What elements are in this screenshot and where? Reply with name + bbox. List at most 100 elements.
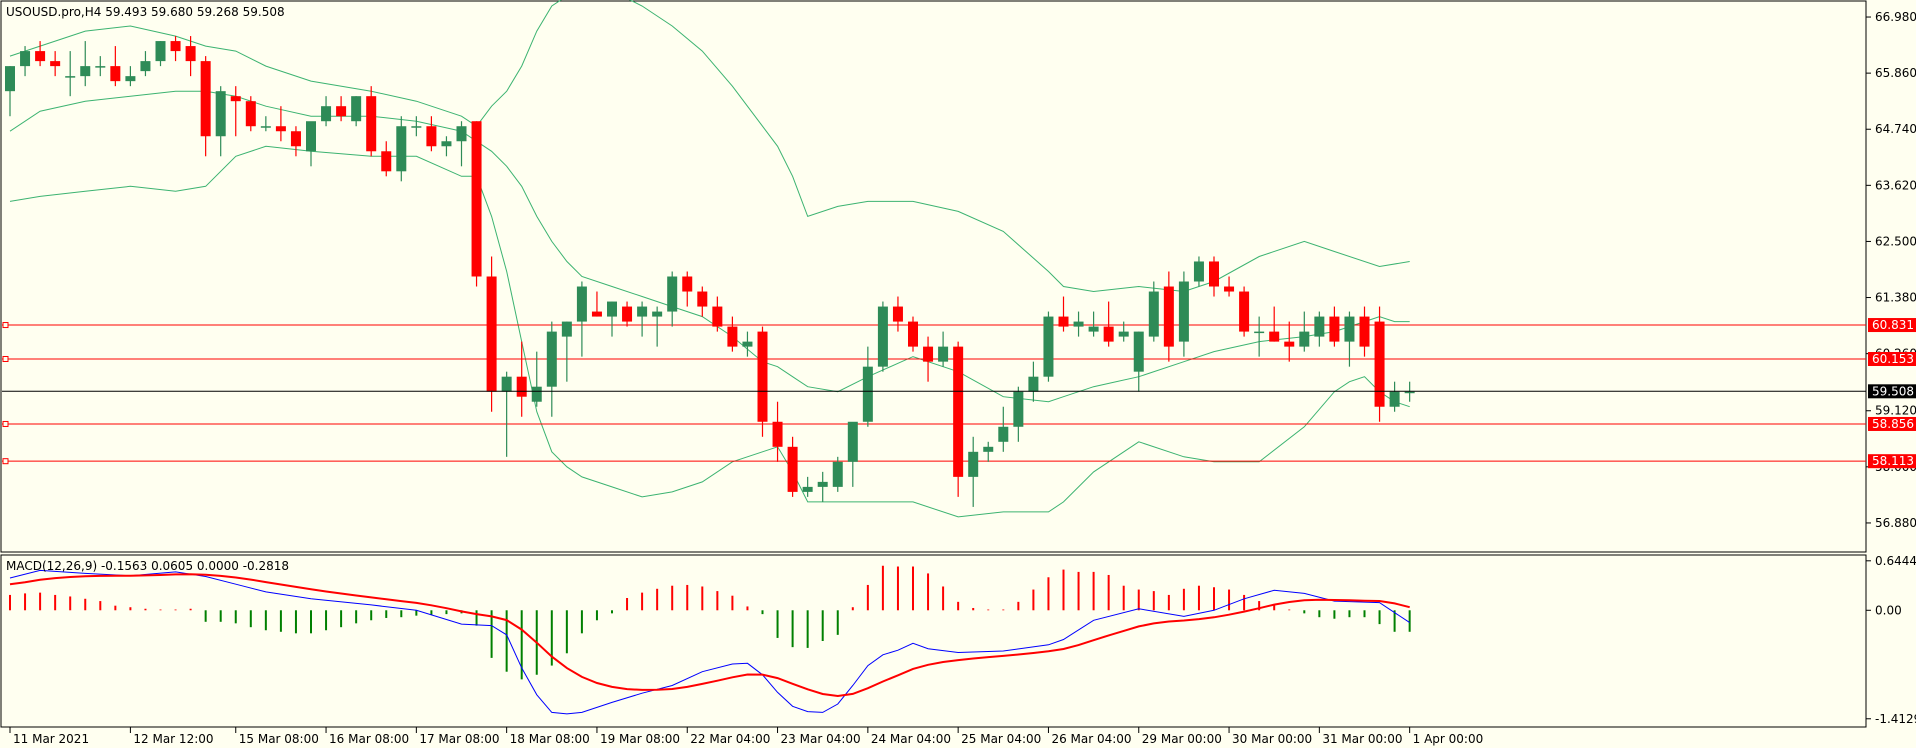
- time-tick-label: 12 Mar 12:00: [133, 732, 213, 746]
- candle-body: [938, 346, 949, 362]
- bull-candle: [1133, 331, 1144, 392]
- level-label-box: [1868, 318, 1916, 333]
- bollinger-upper-line: [9, 0, 1410, 293]
- candle-body: [637, 306, 648, 317]
- bear-candle: [336, 96, 347, 122]
- bear-candle: [908, 316, 918, 352]
- candle-body: [5, 66, 15, 92]
- bear-candle: [757, 326, 768, 437]
- candle-body: [170, 41, 181, 52]
- macd-panel-frame: [0, 554, 1867, 728]
- macd-tick-label: 0.00: [1875, 603, 1902, 617]
- current-price-box: [1868, 384, 1916, 399]
- bull-candle: [607, 301, 617, 337]
- bull-candle: [456, 121, 467, 167]
- bull-candle: [546, 321, 557, 417]
- candle-body: [471, 121, 482, 277]
- candle-body: [757, 331, 768, 422]
- candle-body: [1043, 316, 1054, 377]
- macd-tick-label: 0.6444: [1875, 554, 1916, 568]
- bull-candle: [1314, 311, 1325, 347]
- level-label-box: [1868, 454, 1916, 469]
- bull-candle: [877, 301, 888, 372]
- bull-candle: [862, 346, 873, 427]
- price-tick-label: 61.380: [1875, 291, 1916, 305]
- horizontal-levels[interactable]: 60.831 60.153 58.856 58.113: [2, 318, 1916, 469]
- candle-body: [275, 126, 286, 132]
- bull-candle: [576, 281, 587, 357]
- candle-body: [245, 101, 256, 127]
- bull-candle: [1118, 321, 1129, 342]
- candle-body: [1359, 316, 1370, 347]
- level-anchor[interactable]: [2, 322, 9, 329]
- candle-body: [1374, 321, 1385, 407]
- candle-body: [892, 306, 903, 322]
- bear-candle: [486, 256, 497, 412]
- candle-body: [998, 426, 1009, 442]
- candle-body: [336, 106, 347, 117]
- bull-candle: [802, 476, 813, 497]
- bear-candle: [697, 286, 708, 317]
- candles: [5, 36, 1415, 507]
- candle-body: [1254, 331, 1265, 334]
- candle-body: [215, 91, 226, 137]
- candle-body: [230, 96, 241, 102]
- candle-body: [862, 366, 873, 422]
- level-label: 60.831: [1872, 318, 1914, 332]
- macd-tick-label: -1.4129: [1875, 712, 1916, 726]
- bull-candle: [1178, 271, 1189, 357]
- price-tick-label: 63.620: [1875, 178, 1916, 192]
- level-label: 58.113: [1872, 454, 1914, 468]
- candle-body: [1269, 331, 1280, 342]
- candle-body: [95, 66, 106, 68]
- bull-candle: [1193, 256, 1204, 287]
- candle-body: [1404, 391, 1415, 394]
- candle-body: [1088, 326, 1099, 332]
- candle-body: [1103, 326, 1114, 342]
- candle-body: [260, 126, 271, 128]
- symbol-header: USOUSD.pro,H4 59.493 59.680 59.268 59.50…: [6, 5, 285, 19]
- candle-body: [546, 331, 557, 387]
- bull-candle: [351, 96, 362, 127]
- candle-body: [1239, 291, 1250, 332]
- price-tick-label: 62.500: [1875, 234, 1916, 248]
- price-tick-label: 56.880: [1875, 516, 1916, 530]
- bear-candle: [471, 121, 482, 287]
- bear-candle: [170, 36, 181, 62]
- candle-body: [667, 276, 678, 312]
- price-axis: 66.98065.86064.74063.62062.50061.38060.2…: [1866, 10, 1916, 530]
- bull-candle: [441, 136, 452, 157]
- bear-candle: [1359, 306, 1370, 357]
- bear-candle: [245, 96, 256, 132]
- candle-body: [652, 311, 663, 317]
- price-tick-label: 66.980: [1875, 10, 1916, 24]
- bull-candle: [983, 441, 994, 462]
- candle-body: [516, 376, 527, 397]
- candle-body: [622, 306, 633, 322]
- level-anchor[interactable]: [2, 458, 9, 465]
- candle-body: [290, 131, 301, 147]
- bull-candle: [847, 421, 858, 487]
- level-anchor[interactable]: [2, 355, 9, 362]
- price-tick-label: 64.740: [1875, 122, 1916, 136]
- candle-body: [306, 121, 316, 152]
- bear-candle: [953, 341, 964, 497]
- bull-candle: [561, 321, 572, 382]
- level-anchor[interactable]: [2, 420, 9, 427]
- bull-candle: [65, 51, 76, 97]
- bear-candle: [772, 401, 783, 462]
- bear-candle: [426, 116, 437, 152]
- bull-candle: [742, 331, 753, 357]
- candle-body: [1193, 261, 1204, 282]
- bull-candle: [260, 116, 271, 132]
- candle-body: [20, 51, 31, 67]
- candle-body: [1389, 391, 1400, 407]
- bull-candle: [5, 66, 15, 117]
- candle-body: [1058, 316, 1069, 327]
- macd-header: MACD(12,26,9) -0.1563 0.0605 0.0000 -0.2…: [6, 559, 289, 573]
- bear-candle: [1284, 321, 1295, 362]
- bear-candle: [366, 86, 377, 157]
- bear-candle: [290, 126, 301, 157]
- main-panel-frame: [0, 0, 1867, 553]
- bull-candle: [1088, 311, 1099, 337]
